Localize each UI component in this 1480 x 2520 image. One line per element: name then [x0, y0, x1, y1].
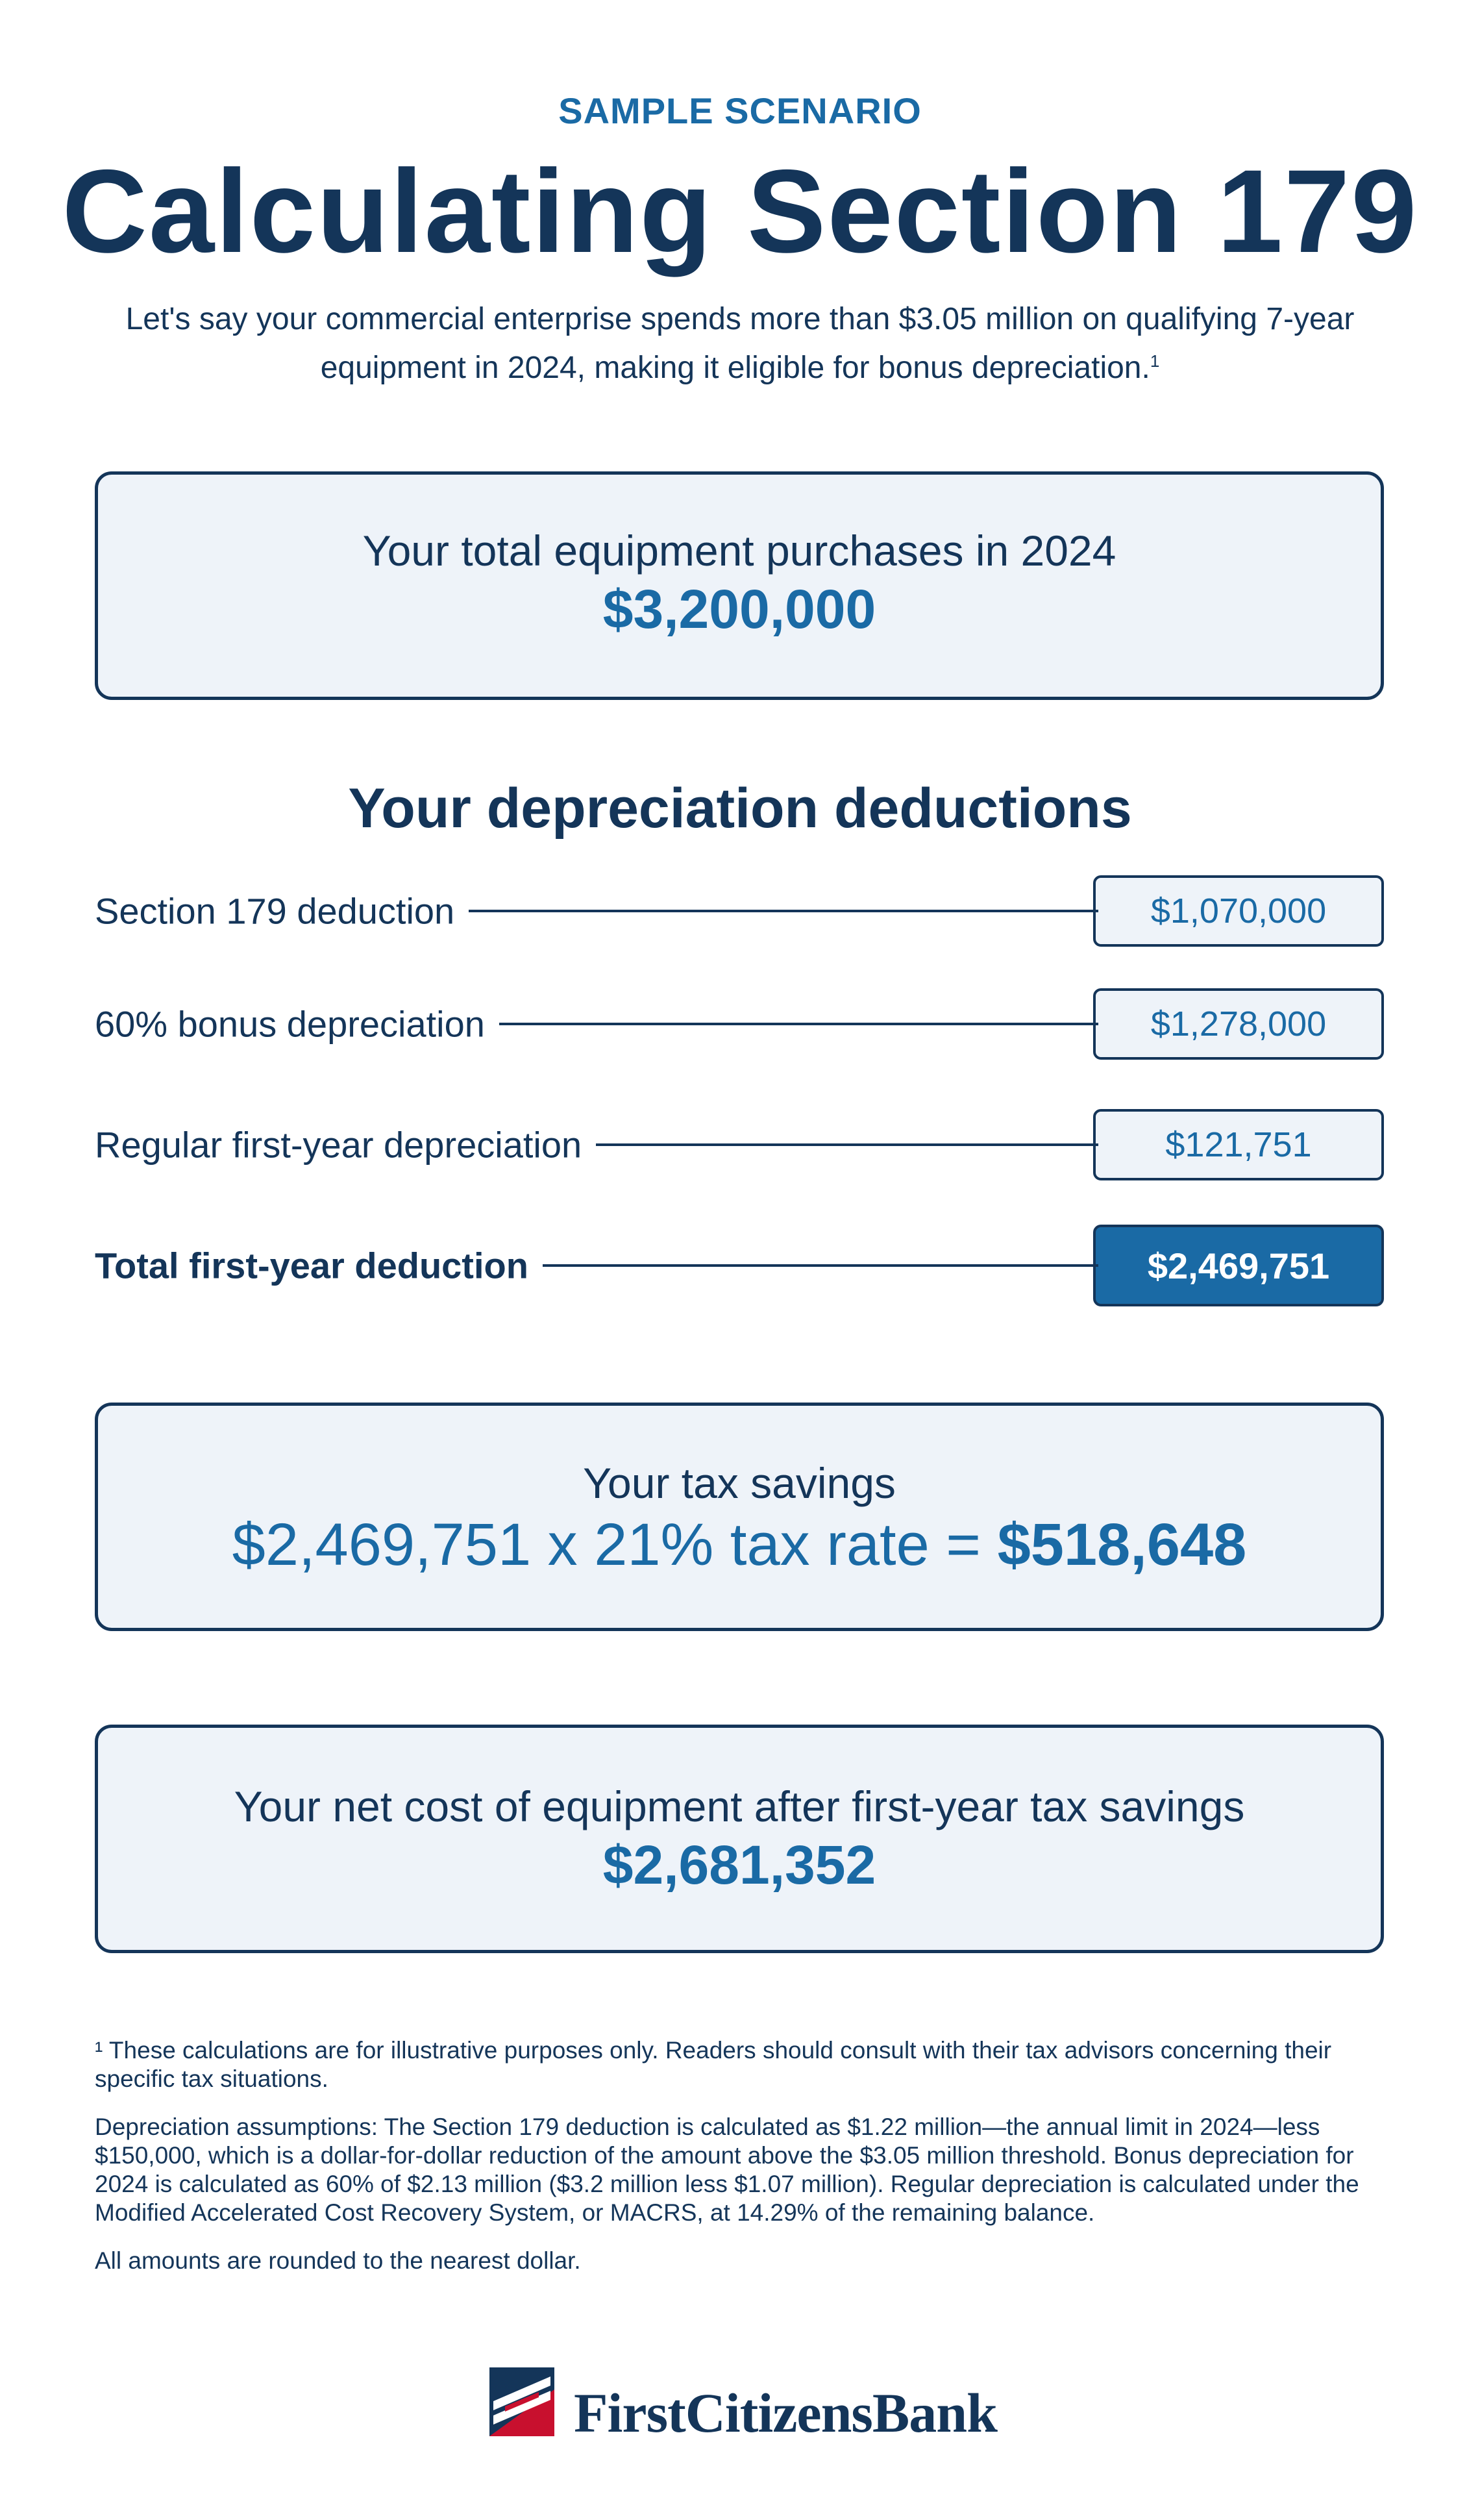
total-deduction-value: $2,469,751	[1093, 1225, 1384, 1306]
deduction-row: Regular first-year depreciation $121,751	[95, 1109, 1384, 1180]
purchases-label: Your total equipment purchases in 2024	[362, 527, 1116, 575]
deduction-value: $1,278,000	[1093, 988, 1384, 1060]
deduction-row: Section 179 deduction $1,070,000	[95, 875, 1384, 947]
footnotes: ¹ These calculations are for illustrativ…	[95, 2036, 1384, 2295]
footnote-mark: 1	[1150, 351, 1160, 371]
net-cost-value: $2,681,352	[602, 1834, 876, 1896]
purchases-value: $3,200,000	[602, 579, 876, 640]
intro-body: Let's say your commercial enterprise spe…	[125, 302, 1355, 385]
leader-line	[121, 1023, 1098, 1025]
deduction-label: Section 179 deduction	[95, 890, 469, 932]
tax-savings-result: $518,648	[997, 1512, 1247, 1578]
footnote-disclaimer: ¹ These calculations are for illustrativ…	[95, 2037, 1332, 2092]
net-cost-box: Your net cost of equipment after first-y…	[95, 1725, 1384, 1953]
total-deduction-row: Total first-year deduction $2,469,751	[95, 1225, 1384, 1306]
deduction-row: 60% bonus depreciation $1,278,000	[95, 988, 1384, 1060]
flag-logo-icon	[486, 2364, 558, 2440]
tax-savings-formula: $2,469,751 x 21% tax rate = $518,648	[98, 1509, 1381, 1580]
total-deduction-label: Total first-year deduction	[95, 1244, 543, 1287]
leader-line	[121, 1143, 1098, 1146]
footnote-assumptions: Depreciation assumptions: The Section 17…	[95, 2114, 1359, 2226]
brand-name: FirstCitizensBank	[574, 2382, 998, 2444]
footnote-rounding: All amounts are rounded to the nearest d…	[95, 2247, 581, 2274]
eyebrow: SAMPLE SCENARIO	[558, 90, 922, 131]
deduction-value: $1,070,000	[1093, 875, 1384, 947]
deduction-label: Regular first-year depreciation	[95, 1123, 597, 1166]
brand-logo: FirstCitizensBank	[486, 2364, 1005, 2444]
deduction-label: 60% bonus depreciation	[95, 1003, 499, 1045]
tax-savings-label: Your tax savings	[583, 1459, 896, 1507]
net-cost-label: Your net cost of equipment after first-y…	[234, 1782, 1245, 1830]
intro-text: Let's say your commercial enterprise spe…	[123, 299, 1357, 389]
leader-line	[121, 1264, 1098, 1267]
purchases-box: Your total equipment purchases in 2024 $…	[95, 471, 1384, 700]
page-title: Calculating Section 179	[62, 145, 1418, 277]
tax-savings-box: Your tax savings $2,469,751 x 21% tax ra…	[95, 1403, 1384, 1631]
deduction-value: $121,751	[1093, 1109, 1384, 1180]
tax-formula-text: $2,469,751 x 21% tax rate =	[232, 1512, 998, 1578]
deductions-title: Your depreciation deductions	[348, 777, 1132, 840]
leader-line	[121, 910, 1098, 912]
